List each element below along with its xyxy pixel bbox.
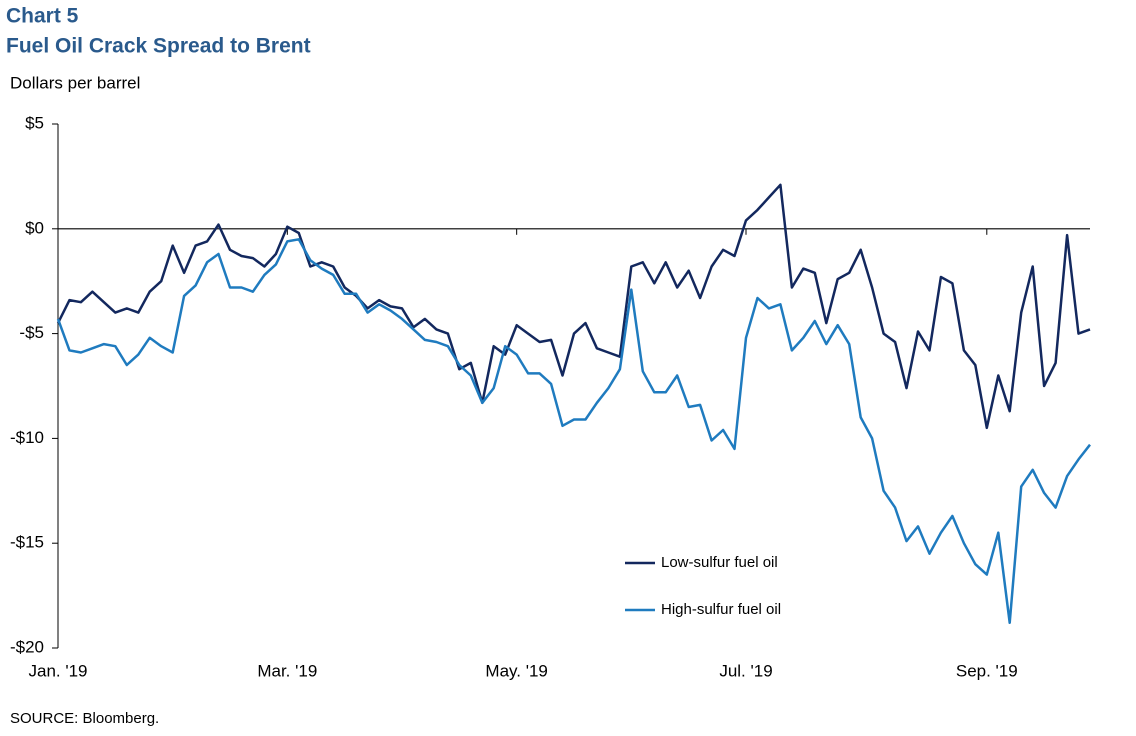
x-tick-label: Sep. '19 xyxy=(956,661,1018,680)
x-tick-label: May. '19 xyxy=(485,661,547,680)
y-tick-label: -$15 xyxy=(10,533,44,552)
x-tick-label: Mar. '19 xyxy=(257,661,317,680)
y-tick-label: -$20 xyxy=(10,637,44,656)
y-tick-label: -$10 xyxy=(10,428,44,447)
x-tick-label: Jul. '19 xyxy=(719,661,772,680)
x-tick-label: Jan. '19 xyxy=(28,661,87,680)
y-tick-label: $0 xyxy=(25,218,44,237)
y-axis-label: Dollars per barrel xyxy=(10,73,140,92)
chart-subtitle: Fuel Oil Crack Spread to Brent xyxy=(6,35,311,58)
y-tick-label: $5 xyxy=(25,113,44,132)
source-note: SOURCE: Bloomberg. xyxy=(10,710,159,727)
series-line xyxy=(56,238,1091,625)
legend-label: High-sulfur fuel oil xyxy=(661,601,781,618)
chart-title: Chart 5 xyxy=(6,5,79,28)
legend-label: Low-sulfur fuel oil xyxy=(661,554,778,571)
y-tick-label: -$5 xyxy=(19,323,44,342)
series-line xyxy=(56,183,1091,430)
